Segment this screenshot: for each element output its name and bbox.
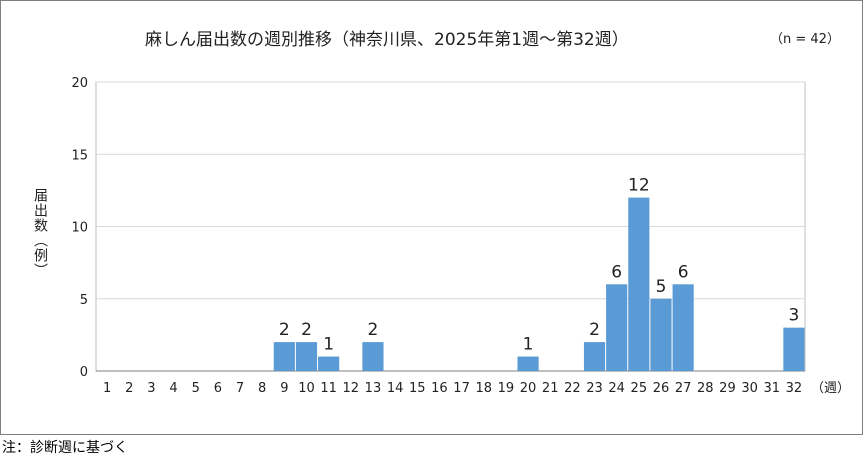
y-axis-label: 届出数（例） [32,188,48,278]
x-tick-label: 2 [125,381,133,396]
x-tick-label: 29 [719,381,736,396]
x-tick-label: 21 [542,381,559,396]
data-label: 3 [789,306,800,326]
data-label: 6 [611,262,622,282]
x-tick-label: 24 [608,381,625,396]
data-label: 6 [678,262,689,282]
x-tick-label: 6 [214,381,222,396]
x-tick-label: 13 [365,381,382,396]
data-label: 2 [279,320,290,340]
data-label: 12 [628,176,650,196]
chart-frame [0,0,863,435]
x-tick-label: 1 [103,381,111,396]
x-tick-label: 32 [786,381,803,396]
x-tick-label: 22 [564,381,581,396]
footnote: 注：診断週に基づく [2,440,128,456]
x-tick-label: 31 [763,381,780,396]
y-tick-label: 20 [71,76,88,91]
y-tick-label: 15 [71,148,88,163]
bar [650,298,672,371]
bar [318,356,340,371]
title-row: 麻しん届出数の週別推移（神奈川県、2025年第1週～第32週） （n = 42） [0,25,865,53]
x-tick-label: 25 [631,381,648,396]
data-label: 5 [656,277,667,297]
x-tick-label: 3 [147,381,155,396]
data-label: 1 [523,335,534,355]
chart-subtitle: （n = 42） [770,32,840,47]
x-tick-label: 4 [169,381,177,396]
x-tick-label: 14 [387,381,404,396]
bar [517,356,539,371]
data-label: 2 [368,320,379,340]
x-tick-label: 9 [280,381,288,396]
chart-title: 麻しん届出数の週別推移（神奈川県、2025年第1週～第32週） [145,30,629,50]
bar [583,342,606,371]
data-label: 2 [589,320,600,340]
x-tick-label: 18 [475,381,492,396]
x-tick-label: 19 [498,381,515,396]
bar [295,342,318,371]
bar [628,197,650,371]
x-tick-label: 8 [258,381,266,396]
x-tick-label: 26 [653,381,670,396]
y-tick-label: 10 [71,221,88,236]
data-label: 1 [323,335,334,355]
bar [672,284,694,371]
x-tick-label: 30 [741,381,758,396]
x-tick-label: 5 [192,381,200,396]
bar [783,327,805,371]
x-axis-label: （週） [811,381,850,396]
bar [606,284,628,371]
x-tick-label: 28 [697,381,714,396]
x-tick-label: 12 [343,381,360,396]
y-tick-label: 0 [80,365,88,380]
x-tick-label: 23 [586,381,603,396]
x-tick-label: 16 [431,381,448,396]
x-tick-label: 20 [520,381,537,396]
bar [362,342,384,371]
data-label: 2 [301,320,312,340]
x-tick-label: 27 [675,381,692,396]
x-tick-label: 10 [298,381,315,396]
bar [273,342,295,371]
x-tick-label: 11 [320,381,337,396]
x-tick-label: 17 [453,381,470,396]
x-tick-label: 7 [236,381,244,396]
x-tick-label: 15 [409,381,426,396]
y-tick-label: 5 [80,293,88,308]
